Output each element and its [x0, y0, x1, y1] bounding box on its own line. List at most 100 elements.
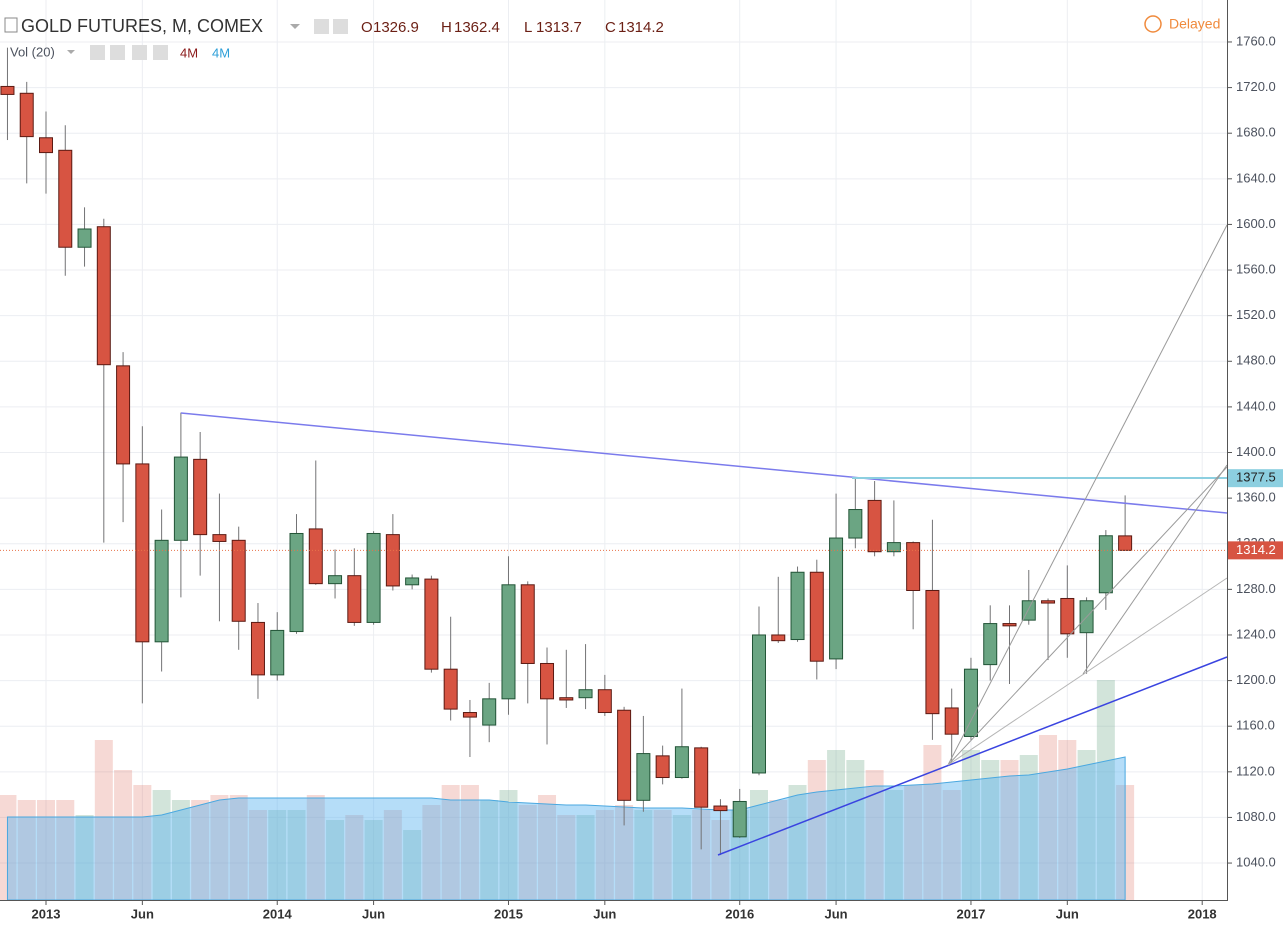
candle-body: [559, 697, 574, 701]
volume-bar: [769, 800, 788, 900]
candle-body: [308, 528, 323, 585]
indicator-name: Vol (20): [10, 44, 55, 59]
chart-title: GOLD FUTURES, M, COMEX: [21, 16, 263, 36]
candle-body: [520, 584, 535, 664]
volume-bar: [364, 820, 383, 900]
candle-body: [732, 800, 747, 838]
high-label: H: [441, 19, 452, 36]
volume-value: 4M: [180, 45, 198, 60]
candle-body: [482, 698, 497, 726]
volume-bar: [904, 785, 923, 900]
eye-icon[interactable]: [314, 19, 329, 34]
level-tag: [1228, 469, 1283, 488]
y-tick-label: 1440.0: [1236, 398, 1276, 413]
volume-bar: [422, 805, 441, 900]
candle-body: [694, 747, 709, 808]
y-tick-label: 1240.0: [1236, 626, 1276, 641]
candle-body: [1002, 623, 1017, 627]
volume-bar: [884, 790, 903, 900]
volume-bar: [827, 750, 846, 900]
volume-bar: [480, 800, 499, 900]
y-tick-label: 1280.0: [1236, 581, 1276, 596]
candle-body: [443, 668, 458, 710]
remove-icon[interactable]: [153, 45, 168, 60]
candle-body: [771, 634, 786, 642]
volume-layer: [0, 680, 1135, 901]
volume-bar: [1077, 750, 1096, 900]
fan-line: [1082, 464, 1228, 675]
settings-icon[interactable]: [110, 45, 125, 60]
volume-bar: [37, 800, 55, 900]
candle-body: [983, 623, 998, 666]
volume-bar: [595, 810, 614, 900]
header: GOLD FUTURES, M, COMEX O 1326.9 H 1362.4…: [4, 15, 1220, 60]
y-tick-label: 1200.0: [1236, 672, 1276, 687]
volume-bar: [576, 815, 595, 900]
volume-bar: [961, 750, 980, 900]
candle-body: [636, 753, 651, 801]
candle-body: [751, 634, 766, 774]
volume-ma-area: [6, 756, 1126, 901]
x-tick-label: Jun: [362, 906, 385, 921]
candle-body: [540, 662, 555, 700]
fan-line: [947, 577, 1228, 766]
y-tick-label: 1600.0: [1236, 216, 1276, 231]
low-label: L: [524, 19, 532, 36]
candle-body: [944, 707, 959, 735]
dropdown-icon[interactable]: [67, 50, 75, 54]
volume-bar: [749, 790, 768, 900]
x-tick-label: 2016: [725, 906, 754, 921]
volume-bar: [499, 790, 518, 900]
candle-body: [270, 629, 285, 676]
candle-body: [212, 534, 227, 542]
settings-icon[interactable]: [333, 19, 348, 34]
grid-layer: [0, 0, 1227, 900]
volume-bar: [152, 790, 171, 900]
drawings: [0, 224, 1228, 856]
volume-bar: [229, 795, 248, 900]
volume-ma-value: 4M: [212, 45, 230, 60]
x-tick-label: 2018: [1188, 906, 1217, 921]
candle-body: [96, 226, 111, 366]
volume-bar: [672, 815, 691, 900]
candle-body: [328, 575, 343, 585]
candle-body: [674, 746, 689, 779]
y-tick-label: 1120.0: [1236, 763, 1275, 778]
y-tick-label: 1760.0: [1236, 33, 1276, 48]
dropdown-icon[interactable]: [290, 24, 300, 29]
candle-body: [713, 805, 728, 812]
delayed-status: Delayed: [1169, 16, 1220, 32]
volume-bar: [248, 810, 267, 900]
high-value: 1362.4: [454, 19, 500, 36]
candle-body: [385, 534, 400, 587]
candle-body: [173, 456, 188, 541]
volume-bar: [441, 785, 460, 900]
candle-body: [809, 571, 824, 662]
volume-bar: [518, 805, 537, 900]
x-tick-label: Jun: [131, 906, 154, 921]
volume-bar: [75, 815, 94, 900]
volume-bar: [17, 800, 36, 900]
trend-line: [717, 656, 1228, 856]
volume-bar: [268, 810, 287, 900]
candle-body: [154, 539, 169, 643]
add-icon[interactable]: [132, 45, 147, 60]
candle-body: [250, 621, 265, 676]
volume-bar: [345, 815, 364, 900]
candle-body: [58, 149, 73, 248]
volume-bar: [634, 810, 653, 900]
candle-body: [963, 668, 978, 737]
candle-body: [1098, 535, 1113, 594]
collapse-icon[interactable]: [4, 17, 18, 33]
volume-bar: [460, 785, 479, 900]
y-tick-label: 1720.0: [1236, 79, 1276, 94]
volume-bar: [306, 795, 325, 900]
volume-bar: [653, 810, 672, 900]
trend-line: [180, 412, 1228, 514]
volume-bar: [942, 790, 961, 900]
y-tick-label: 1520.0: [1236, 307, 1276, 322]
x-tick-label: 2013: [32, 906, 61, 921]
eye-icon[interactable]: [90, 45, 105, 60]
x-tick-label: 2014: [263, 906, 293, 921]
volume-bar: [56, 800, 75, 900]
